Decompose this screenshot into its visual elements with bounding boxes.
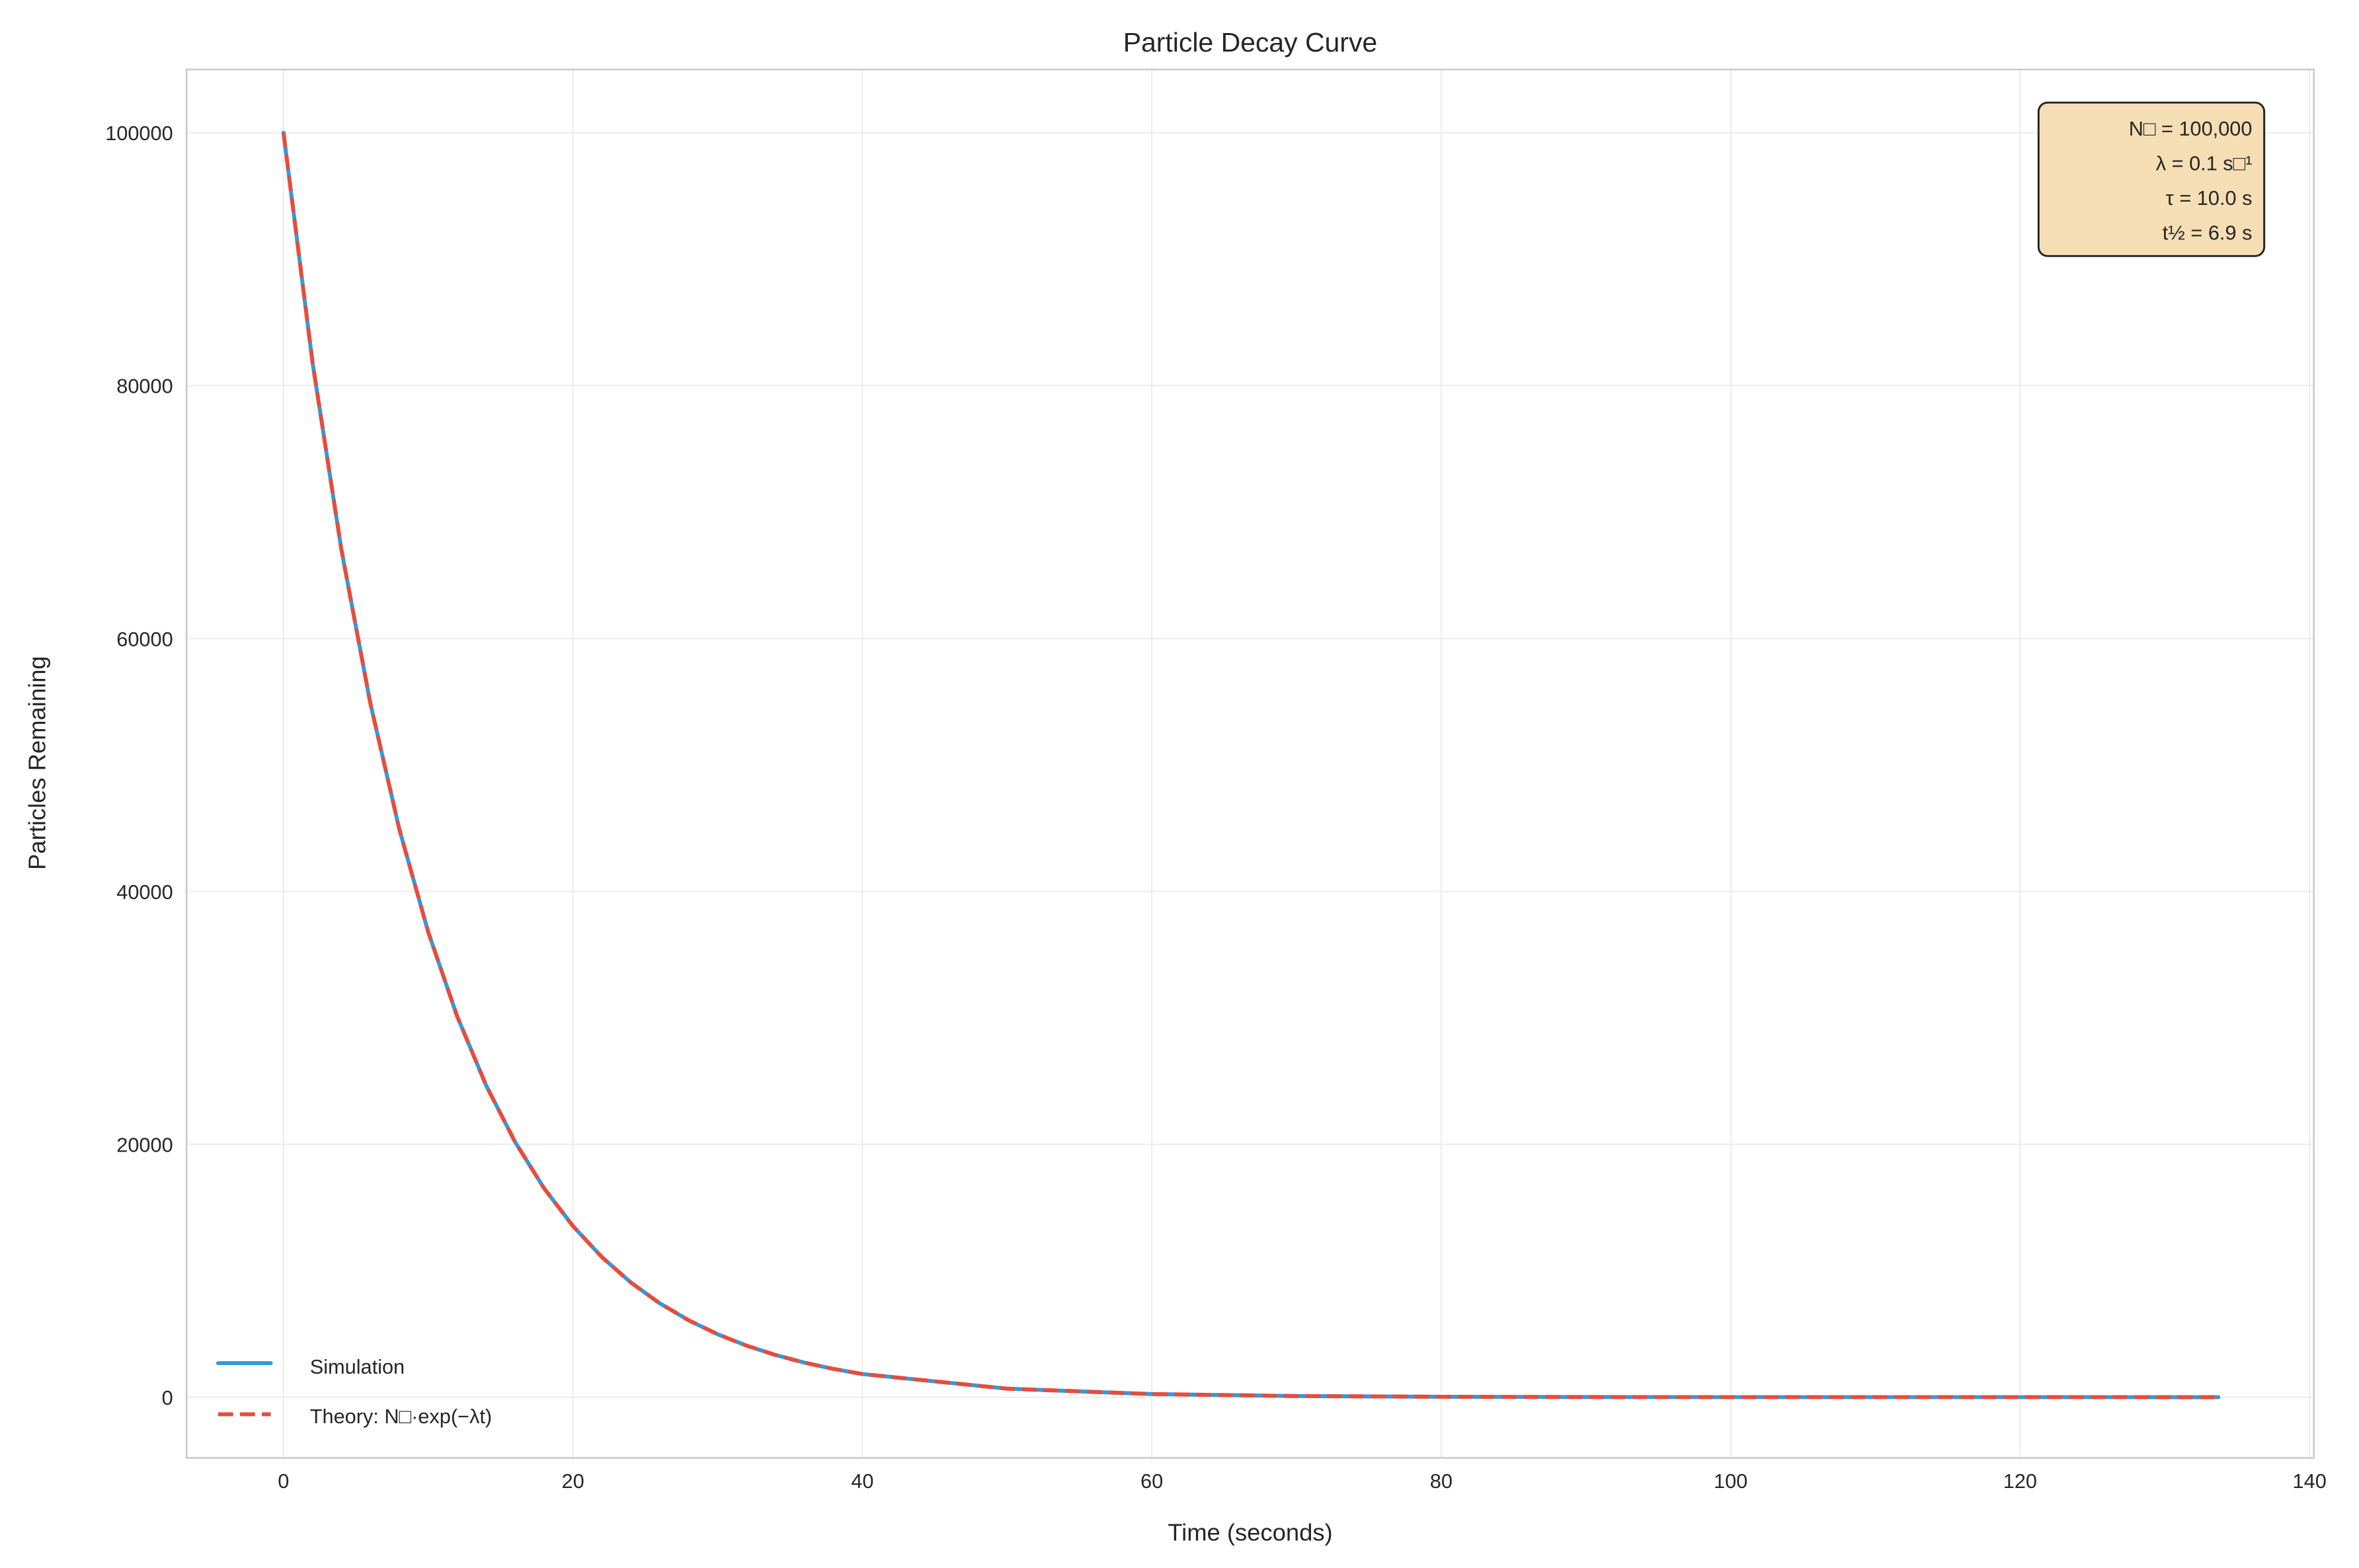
grid [186,69,2314,1458]
x-tick-label: 60 [1140,1470,1163,1493]
parameters-box-background [2037,101,2266,257]
x-tick-label: 0 [278,1470,289,1493]
legend-label-theory: Theory: N□·exp(−λt) [310,1405,492,1428]
theory-line [281,132,2219,1399]
x-tick-label: 40 [851,1470,873,1493]
y-tick-label: 80000 [116,375,173,398]
x-tick-label: 100 [1714,1470,1747,1493]
chart-title: Particle Decay Curve [1123,27,1378,58]
x-tick-label: 80 [1430,1470,1453,1493]
y-tick-label: 60000 [116,627,173,650]
param-lambda: λ = 0.1 s□¹ [2156,152,2253,175]
legend-label-simulation: Simulation [310,1355,405,1378]
simulation-line [281,130,2221,1399]
param-half-life: t½ = 6.9 s [2163,221,2253,244]
param-tau: τ = 10.0 s [2166,186,2253,210]
y-tick-label: 100000 [105,122,173,145]
x-axis-label: Time (seconds) [1168,1519,1332,1546]
y-tick-label: 40000 [116,881,173,904]
legend: Simulation Theory: N□·exp(−λt) [216,1355,492,1428]
y-tick-label: 0 [162,1386,173,1409]
x-tick-label: 140 [2293,1470,2327,1493]
axes-frame [185,68,2315,1459]
x-tick-label: 120 [2003,1470,2037,1493]
x-tick-label: 20 [562,1470,584,1493]
tick-labels: 0 20 40 60 80 100 120 140 0 20000 40000 60000 80000 1… [105,122,2327,1493]
y-tick-label: 20000 [116,1133,173,1156]
param-n0: N□ = 100,000 [2129,117,2253,140]
y-axis-label: Particles Remaining [23,656,50,870]
series-lines [281,130,2221,1399]
parameters-box: N□ = 100,000 λ = 0.1 s□¹ τ = 10.0 s t½ =… [2037,101,2266,257]
